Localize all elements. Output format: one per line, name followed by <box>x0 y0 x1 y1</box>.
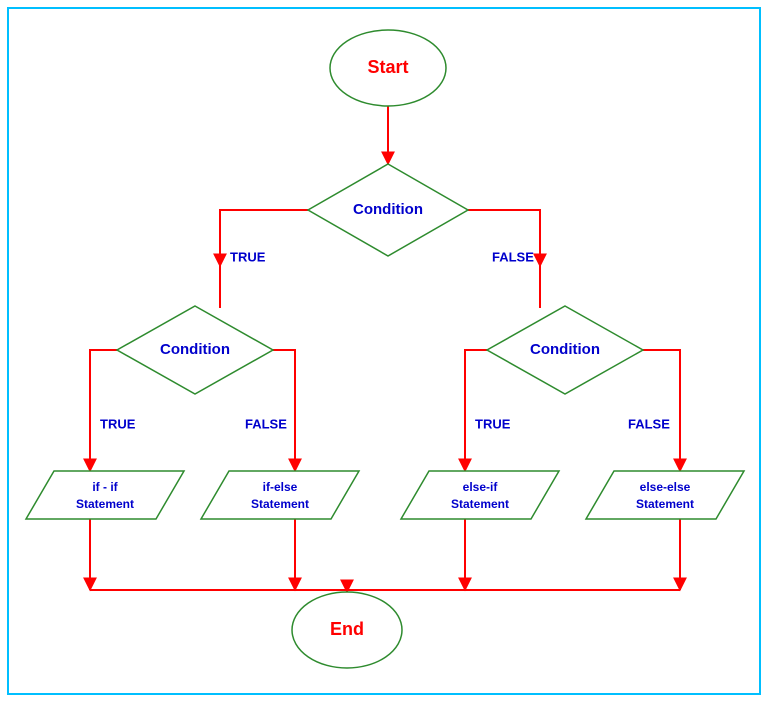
node-label: Statement <box>451 497 509 511</box>
node-start: Start <box>330 30 446 106</box>
node-label: Statement <box>251 497 309 511</box>
node-label: Start <box>367 57 408 77</box>
node-label: Condition <box>530 341 600 358</box>
node-stmt1: if - if Statement <box>26 471 184 519</box>
edge-label: FALSE <box>628 416 670 431</box>
node-label: End <box>330 619 364 639</box>
edge-label: TRUE <box>100 416 136 431</box>
node-label: if-else <box>263 480 298 494</box>
edge-label: TRUE <box>475 416 511 431</box>
edge-label: FALSE <box>245 416 287 431</box>
flow-edge <box>273 350 295 471</box>
node-label: Condition <box>160 341 230 358</box>
node-cond1: Condition <box>308 164 468 256</box>
node-stmt3: else-if Statement <box>401 471 559 519</box>
flow-edge <box>465 350 487 471</box>
node-label: else-else <box>640 480 691 494</box>
flowchart-canvas: TRUE FALSE TRUE FALSE TRUE FALSE Start Conditio… <box>0 0 768 702</box>
node-cond2R: Condition <box>487 306 643 394</box>
node-label: Condition <box>353 201 423 218</box>
node-stmt2: if-else Statement <box>201 471 359 519</box>
edge-label: TRUE <box>230 249 266 264</box>
node-label: Statement <box>76 497 134 511</box>
flow-edge <box>643 350 680 471</box>
node-stmt4: else-else Statement <box>586 471 744 519</box>
node-label: else-if <box>463 480 499 494</box>
node-end: End <box>292 592 402 668</box>
flow-edge <box>90 350 117 471</box>
node-cond2L: Condition <box>117 306 273 394</box>
node-label: if - if <box>92 480 118 494</box>
node-label: Statement <box>636 497 694 511</box>
edge-label: FALSE <box>492 249 534 264</box>
